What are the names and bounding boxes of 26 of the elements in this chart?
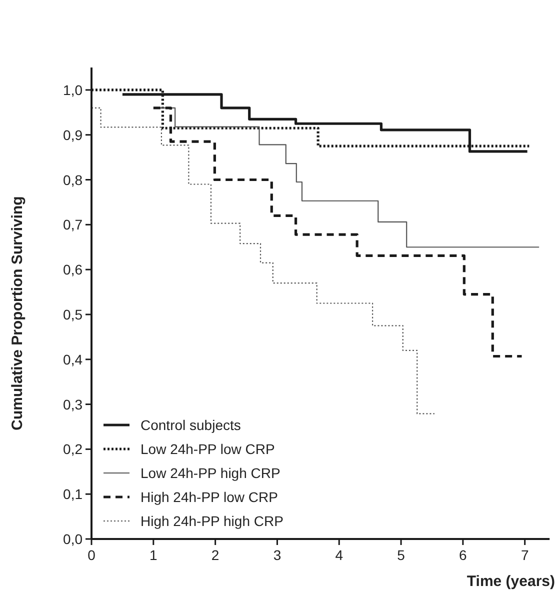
x-tick-label: 6	[459, 547, 468, 563]
y-tick-label: 0,1	[63, 486, 83, 502]
legend-label: High 24h-PP low CRP	[140, 489, 278, 505]
legend-label: High 24h-PP high CRP	[140, 513, 284, 529]
x-axis-title: Time (years)	[466, 573, 555, 590]
y-tick-label: 0,8	[63, 172, 83, 188]
y-tick-label: 0,6	[63, 262, 83, 278]
x-tick-label: 5	[397, 547, 406, 563]
y-tick-label: 0,2	[63, 441, 83, 458]
y-tick-label: 1,0	[63, 82, 83, 98]
y-tick-label: 0,3	[63, 396, 83, 412]
x-tick-label: 0	[88, 547, 96, 563]
legend-label: Low 24h-PP low CRP	[140, 441, 275, 457]
y-tick-label: 0,0	[63, 531, 83, 547]
x-tick-label: 2	[211, 547, 220, 563]
legend-label: Low 24h-PP high CRP	[140, 465, 280, 481]
x-tick-label: 7	[520, 547, 529, 563]
x-tick-label: 4	[335, 547, 344, 563]
y-tick-label: 0,9	[63, 126, 83, 143]
y-tick-label: 0,4	[63, 351, 83, 368]
y-tick-label: 0,5	[63, 306, 83, 322]
y-axis-title: Cumulative Proportion Surviving	[9, 196, 26, 430]
y-tick-label: 0,7	[63, 216, 83, 233]
x-tick-label: 3	[273, 547, 282, 563]
x-tick-label: 1	[150, 547, 158, 563]
legend-label: Control subjects	[140, 417, 241, 433]
